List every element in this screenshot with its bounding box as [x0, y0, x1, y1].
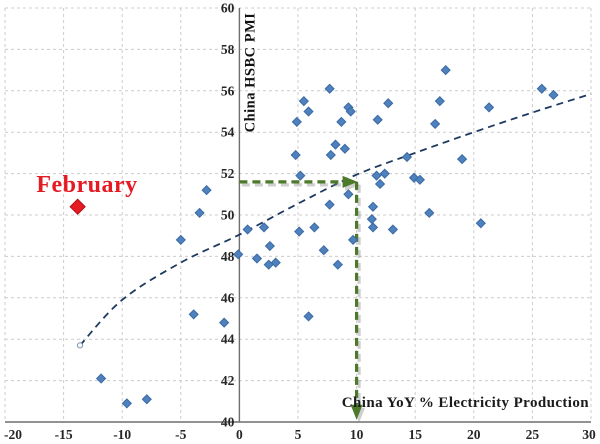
scatter-point — [424, 207, 435, 219]
x-axis-title: China YoY % Electricity Production — [341, 395, 589, 411]
february-point — [69, 198, 86, 215]
trendline-start-marker — [76, 342, 84, 349]
x-tick-label: -20 — [4, 427, 22, 442]
y-tick-label: 44 — [221, 332, 235, 347]
y-tick-label: 54 — [221, 125, 235, 140]
scatter-point — [343, 189, 354, 200]
scatter-point — [309, 222, 320, 233]
x-tick-label: 10 — [350, 427, 364, 442]
y-tick-label: 48 — [221, 249, 235, 264]
scatter-point — [483, 102, 495, 113]
y-tick-label: 52 — [221, 166, 235, 181]
scatter-point — [264, 240, 275, 252]
x-tick-label: 30 — [582, 427, 596, 442]
y-tick-label: 50 — [221, 208, 235, 223]
scatter-point — [194, 207, 205, 219]
scatter-point — [201, 185, 212, 196]
scatter-point — [219, 317, 230, 328]
scatter-point — [330, 139, 341, 150]
scatter-point — [536, 83, 547, 94]
x-tick-label: 25 — [526, 427, 540, 442]
scatter-point — [175, 234, 186, 245]
scatter-point — [233, 249, 244, 260]
y-tick-label: 56 — [221, 83, 235, 98]
scatter-point — [367, 201, 379, 212]
x-tick-label: -10 — [113, 427, 131, 442]
scatter-point — [401, 151, 413, 163]
scatter-point — [371, 170, 382, 181]
scatter-point — [440, 64, 451, 76]
scatter-point — [318, 245, 329, 256]
scatter-point — [270, 257, 281, 268]
scatter-point — [548, 89, 559, 101]
scatter-point — [121, 398, 132, 409]
y-tick-label: 46 — [221, 290, 235, 305]
scatter-point — [414, 174, 425, 185]
scatter-point — [372, 114, 383, 125]
scatter-point — [345, 106, 356, 117]
x-tick-label: 15 — [408, 427, 422, 442]
scatter-point — [379, 168, 390, 179]
scatter-point — [367, 222, 379, 233]
scatter-point — [324, 199, 335, 210]
scatter-point — [387, 224, 399, 235]
guide-arrow-right-arrowhead — [342, 175, 358, 188]
scatter-point — [242, 224, 253, 235]
scatter-point — [324, 83, 335, 94]
y-tick-label: 42 — [221, 373, 235, 388]
scatter-point — [141, 394, 152, 405]
scatter-point — [303, 106, 314, 117]
scatter-point — [366, 214, 377, 225]
scatter-point — [347, 234, 359, 245]
scatter-point — [294, 226, 305, 237]
scatter-point — [295, 170, 306, 181]
y-tick-label: 58 — [221, 42, 235, 57]
x-tick-label: 5 — [295, 427, 302, 442]
scatter-point — [325, 149, 336, 161]
y-axis-title: China HSBC PMI — [242, 12, 259, 133]
scatter-point — [298, 96, 309, 107]
scatter-point — [95, 373, 107, 384]
y-tick-label: 60 — [221, 1, 235, 16]
x-tick-label: -15 — [55, 427, 73, 442]
february-annotation-label: February — [36, 172, 138, 198]
scatter-point — [188, 309, 199, 320]
scatter-point — [336, 116, 347, 127]
scatter-point — [456, 154, 468, 165]
scatter-point — [290, 149, 301, 161]
trendline — [79, 93, 592, 347]
scatter-point — [374, 178, 386, 190]
scatter-point — [339, 143, 350, 154]
scatter-point — [434, 96, 445, 107]
x-tick-label: 20 — [467, 427, 481, 442]
scatter-point — [251, 253, 263, 264]
x-tick-label: 0 — [236, 427, 243, 442]
scatter-point — [430, 118, 441, 130]
x-tick-label: -5 — [175, 427, 186, 442]
scatter-point — [383, 98, 394, 109]
guide-arrow-down-arrowhead — [350, 404, 363, 420]
scatter-point — [303, 311, 314, 322]
y-tick-label: 40 — [221, 415, 235, 430]
scatter-point — [291, 116, 302, 127]
scatter-point — [258, 222, 270, 233]
scatter-point — [332, 259, 343, 270]
scatter-point — [475, 218, 486, 229]
